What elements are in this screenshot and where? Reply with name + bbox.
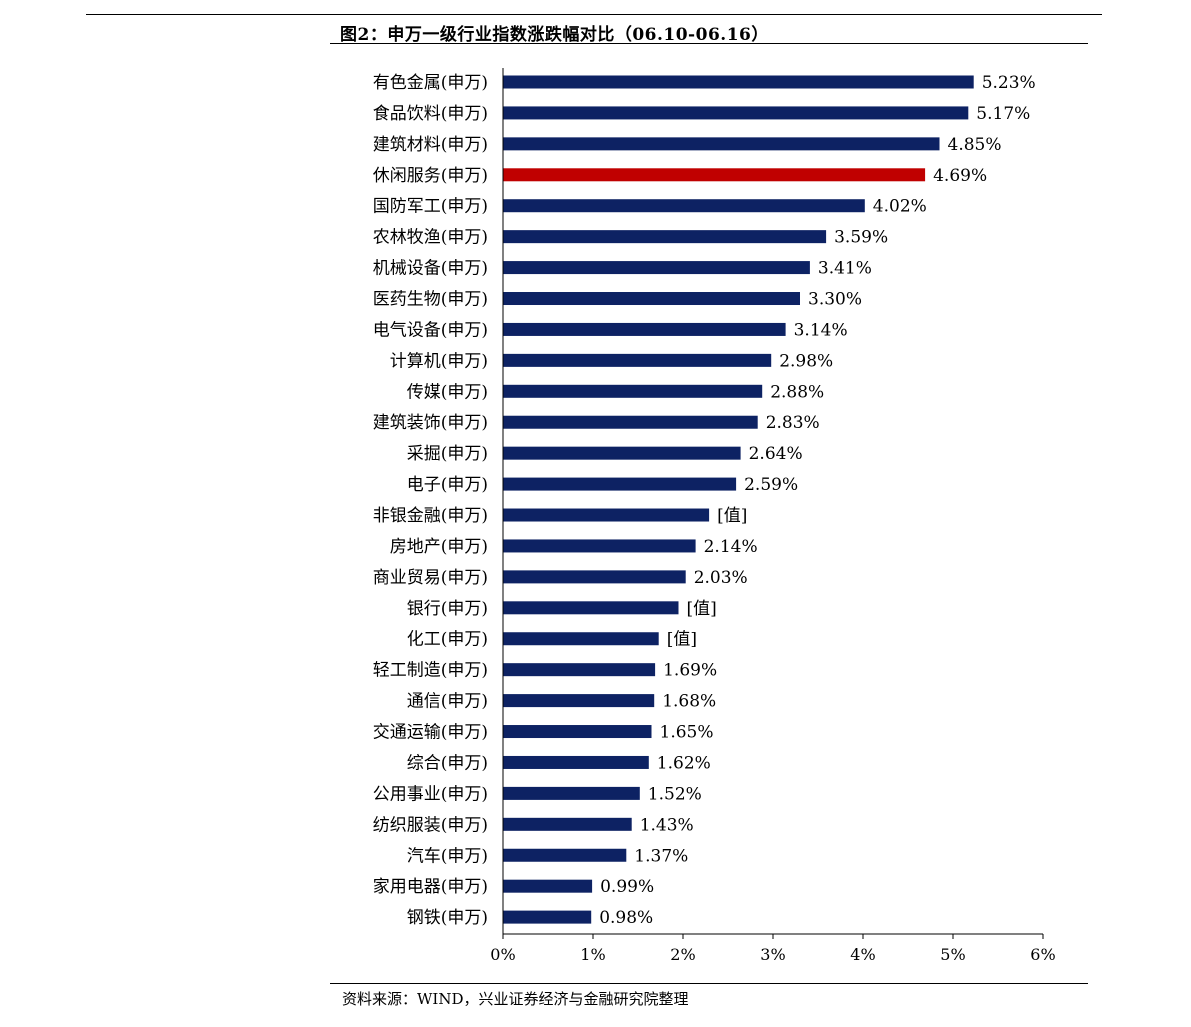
data-label: [值] [667, 630, 697, 650]
bar-chart: 有色金属(申万) 5.23% 食品饮料(申万) 5.17% 建筑材料(申万) 4.85% 休… [373, 68, 1056, 964]
data-label: [值] [687, 599, 717, 619]
category-label: 机械设备(申万) [373, 259, 488, 279]
bar [503, 446, 741, 460]
bar [503, 261, 810, 275]
bar [503, 879, 593, 893]
bar [503, 539, 696, 553]
title-rule [330, 43, 1088, 44]
bar [503, 817, 632, 831]
category-label: 医药生物(申万) [373, 290, 488, 310]
category-label: 银行(申万) [407, 599, 488, 619]
bar [503, 663, 656, 677]
data-label: 1.43% [640, 815, 694, 835]
bar [503, 199, 865, 213]
category-label: 采掘(申万) [407, 444, 488, 464]
bar [503, 755, 649, 769]
bar [503, 786, 640, 800]
bar [503, 632, 659, 646]
category-label: 计算机(申万) [390, 351, 488, 371]
category-label: 纺织服装(申万) [373, 815, 488, 835]
data-label: 1.69% [663, 661, 717, 681]
data-label: 4.85% [948, 135, 1002, 155]
data-label: 4.69% [933, 166, 987, 186]
category-label: 综合(申万) [407, 753, 488, 773]
x-tick-label: 5% [940, 945, 965, 964]
data-label: 1.62% [657, 753, 711, 773]
data-label: 0.98% [599, 908, 653, 928]
data-label: 1.68% [662, 692, 716, 712]
data-label: 2.59% [744, 475, 798, 495]
bar [503, 292, 800, 306]
bar [503, 477, 737, 491]
data-label: 2.64% [749, 444, 803, 464]
source-note: 资料来源：WIND，兴业证券经济与金融研究院整理 [342, 990, 689, 1008]
category-label: 公用事业(申万) [373, 784, 488, 804]
bar [503, 75, 974, 89]
category-label: 通信(申万) [407, 692, 488, 712]
category-label: 汽车(申万) [407, 846, 488, 866]
data-label: 1.65% [660, 723, 714, 743]
bar [503, 168, 926, 182]
category-label: 化工(申万) [407, 630, 488, 650]
category-label: 传媒(申万) [407, 382, 488, 402]
x-tick-label: 4% [850, 945, 875, 964]
data-label: 2.03% [694, 568, 748, 588]
bar [503, 570, 686, 584]
x-tick-label: 3% [760, 945, 785, 964]
category-label: 建筑材料(申万) [373, 135, 488, 155]
category-label: 有色金属(申万) [373, 73, 488, 93]
bar [503, 601, 679, 615]
x-tick-label: 0% [490, 945, 515, 964]
bar [503, 694, 655, 708]
category-label: 交通运输(申万) [373, 723, 488, 743]
bar [503, 725, 652, 739]
bar [503, 910, 592, 924]
bar [503, 508, 710, 522]
category-label: 房地产(申万) [390, 537, 488, 557]
category-label: 家用电器(申万) [373, 877, 488, 897]
data-label: 2.98% [779, 351, 833, 371]
chart-title: 图2：申万一级行业指数涨跌幅对比（06.10-06.16） [340, 25, 769, 45]
bar [503, 384, 763, 398]
category-label: 国防军工(申万) [373, 197, 488, 217]
data-label: 3.30% [808, 290, 862, 310]
category-label: 钢铁(申万) [407, 908, 488, 928]
bottom-rule [330, 983, 1088, 984]
top-rule [86, 14, 1102, 15]
data-label: 3.59% [834, 228, 888, 248]
bar [503, 137, 940, 151]
data-label: 3.14% [794, 320, 848, 340]
data-label: 0.99% [600, 877, 654, 897]
bar [503, 230, 827, 244]
data-label: 5.23% [982, 73, 1036, 93]
category-label: 电子(申万) [407, 475, 488, 495]
data-label: 5.17% [976, 104, 1030, 124]
category-label: 电气设备(申万) [373, 320, 488, 340]
category-label: 轻工制造(申万) [373, 661, 488, 681]
category-label: 非银金融(申万) [373, 506, 488, 526]
x-tick-label: 1% [580, 945, 605, 964]
x-tick-label: 2% [670, 945, 695, 964]
bar [503, 415, 758, 429]
data-label: 4.02% [873, 197, 927, 217]
bar [503, 322, 786, 336]
data-label: 2.83% [766, 413, 820, 433]
category-label: 食品饮料(申万) [373, 104, 488, 124]
x-tick-label: 6% [1030, 945, 1055, 964]
category-label: 休闲服务(申万) [373, 166, 488, 186]
data-label: 1.37% [634, 846, 688, 866]
category-label: 农林牧渔(申万) [373, 228, 488, 248]
bar [503, 353, 772, 367]
bar [503, 848, 627, 862]
category-label: 商业贸易(申万) [373, 568, 488, 588]
category-label: 建筑装饰(申万) [373, 413, 488, 433]
data-label: 2.14% [704, 537, 758, 557]
data-label: 1.52% [648, 784, 702, 804]
data-label: 2.88% [770, 382, 824, 402]
bar [503, 106, 969, 120]
data-label: 3.41% [818, 259, 872, 279]
data-label: [值] [717, 506, 747, 526]
